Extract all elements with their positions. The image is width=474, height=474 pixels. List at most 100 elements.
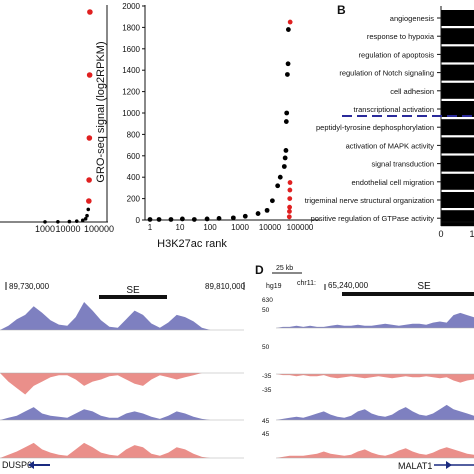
panel-d-track-scale: 50 (262, 307, 270, 314)
panel-d-track-4 (276, 447, 474, 458)
panel-b-category-label: endothelial cell migration (351, 178, 434, 187)
panel-c-coord-right: 89,810,000 (205, 282, 246, 291)
panel-d-chr: chr11: (297, 280, 316, 287)
panel-a-right-se-point (287, 196, 293, 202)
panel-b-bar (441, 46, 474, 63)
panel-a-left-point (43, 220, 47, 224)
panel-a-left-se-point (87, 9, 93, 15)
panel-a-right-ytick: 400 (127, 173, 141, 182)
panel-a-left-se-point (86, 135, 93, 141)
panel-d: D 25 kb hg19 chr11: 65,240,000 SE 630 50 5… (255, 263, 474, 471)
panel-a-right-ytick: 2000 (122, 2, 140, 11)
panel-a-left-point (67, 219, 72, 224)
panel-d-gene-arrow-icon (446, 461, 452, 469)
panel-a-right-ytick: 1000 (122, 109, 140, 118)
panel-a-right-point (216, 215, 222, 221)
panel-b-letter: B (337, 3, 346, 17)
panel-a-right-ytick: 600 (127, 152, 141, 161)
panel-b-bar (441, 64, 474, 81)
panel-c-track-3 (0, 407, 244, 420)
panel-b-category-label: trigeminal nerve structural organization (305, 196, 434, 205)
panel-a-right-point (230, 215, 236, 221)
panel-c-track-1 (0, 302, 244, 330)
panel-d-track-scale: 45 (262, 431, 270, 438)
panel-a-right-ytick: 1600 (122, 45, 140, 54)
panel-a-right-se-point (287, 180, 293, 185)
panel-b-category-label: peptidyl-tyrosine dephosphorylation (316, 123, 434, 132)
panel-a-left-point (83, 217, 88, 221)
panel-b-xtick-0: 0 (438, 229, 443, 239)
panel-b-bar (441, 192, 474, 208)
panel-a-right-xtick: 100 (203, 223, 217, 232)
panel-b-bar (441, 155, 474, 172)
panel-a-left-point (80, 218, 85, 223)
panel-b-category-label: regulation of Notch signaling (339, 69, 434, 78)
panel-a-right-se-point (287, 209, 292, 214)
panel-d-track-scale: 45 (262, 418, 270, 425)
panel-c: 89,730,000 89,810,000 SE DUSP6 (0, 282, 246, 470)
panel-a-right: 0 200 400 600 800 1000 1200 1400 1600 1800 2000 1 1… (95, 2, 320, 250)
panel-b-category-label: transcriptional activation (354, 105, 434, 114)
panel-b-category-label: activation of MAPK activity (346, 141, 435, 150)
panel-a-right-point (285, 27, 291, 32)
panel-a-right-point (179, 216, 185, 222)
panel-a-right-point (282, 155, 288, 161)
panel-a-right-ytick: 200 (127, 195, 141, 204)
panel-b-bar (441, 10, 474, 26)
panel-a-left-point (56, 219, 60, 224)
panel-b-bar (441, 173, 474, 190)
panel-b-xtick-1: 1 (469, 229, 474, 239)
panel-d-track-scale: -35 (262, 387, 272, 394)
panel-b-bar (441, 119, 474, 136)
panel-a-left-xtick-10000: 10000 (55, 224, 80, 234)
panel-d-scale-label: 25 kb (276, 265, 293, 272)
panel-b-bar (441, 101, 474, 117)
panel-b-category-label: response to hypoxia (367, 32, 435, 41)
panel-a-right-se-point (287, 204, 292, 210)
panel-b-bar (441, 28, 474, 45)
panel-c-se-label: SE (126, 285, 140, 296)
panel-d-se-label: SE (417, 281, 431, 292)
panel-a-left: 1000 10000 100000 (0, 5, 114, 234)
panel-d-track-scale: 50 (262, 344, 270, 351)
panel-a-left-se-point (86, 198, 92, 204)
panel-a-right-ytick: 1200 (122, 88, 140, 97)
panel-a-left-point (74, 219, 79, 223)
panel-c-track-4 (0, 442, 244, 458)
panel-a-left-point (85, 213, 89, 218)
panel-a-right-point (285, 61, 291, 67)
panel-a-right-ytick: 1400 (122, 66, 140, 75)
panel-a-right-ytick: 1800 (122, 23, 140, 32)
panel-a-right-point (269, 198, 275, 204)
panel-a-right-point (283, 148, 289, 153)
panel-a-left-xtick-1000: 1000 (35, 224, 55, 234)
panel-a-right-point (191, 217, 197, 222)
panel-d-track-2 (276, 374, 474, 383)
panel-c-gene-arrow-icon (28, 461, 34, 469)
panel-a-right-xtick: 100000 (287, 223, 314, 232)
panel-c-gene-label: DUSP6 (2, 460, 32, 470)
panel-d-track-3 (276, 404, 474, 420)
panel-b-bar (441, 137, 474, 154)
panel-a-right-point (283, 119, 289, 124)
panel-a-right-point (284, 72, 290, 77)
panel-a-right-xtick: 1000 (231, 223, 249, 232)
panel-a-right-point (255, 211, 261, 216)
panel-b-category-label: cell adhesion (390, 87, 434, 96)
panel-b-category-label: positive regulation of GTPase activity (311, 214, 435, 223)
panel-a-left-xtick-100000: 100000 (84, 224, 114, 234)
panel-b: B angiogenesis response to hypoxia regulat… (305, 3, 474, 239)
panel-a-right-ytick: 0 (136, 216, 141, 225)
panel-d-track-scale: 630 (262, 297, 273, 304)
panel-a-right-y-axis-label: GRO-seq signal (log2RPKM) (95, 41, 107, 182)
panel-d-coord: 65,240,000 (328, 281, 369, 290)
panel-d-genome: hg19 (266, 283, 282, 290)
panel-a-right-xtick: 1 (148, 223, 153, 232)
panel-a-right-point (275, 183, 281, 189)
panel-a-right-point (242, 213, 248, 219)
panel-a-left-se-point (86, 72, 93, 78)
panel-b-category-label: signal transduction (371, 160, 434, 169)
panel-a-left-se-point (86, 177, 92, 183)
panel-d-track-1 (276, 312, 474, 328)
